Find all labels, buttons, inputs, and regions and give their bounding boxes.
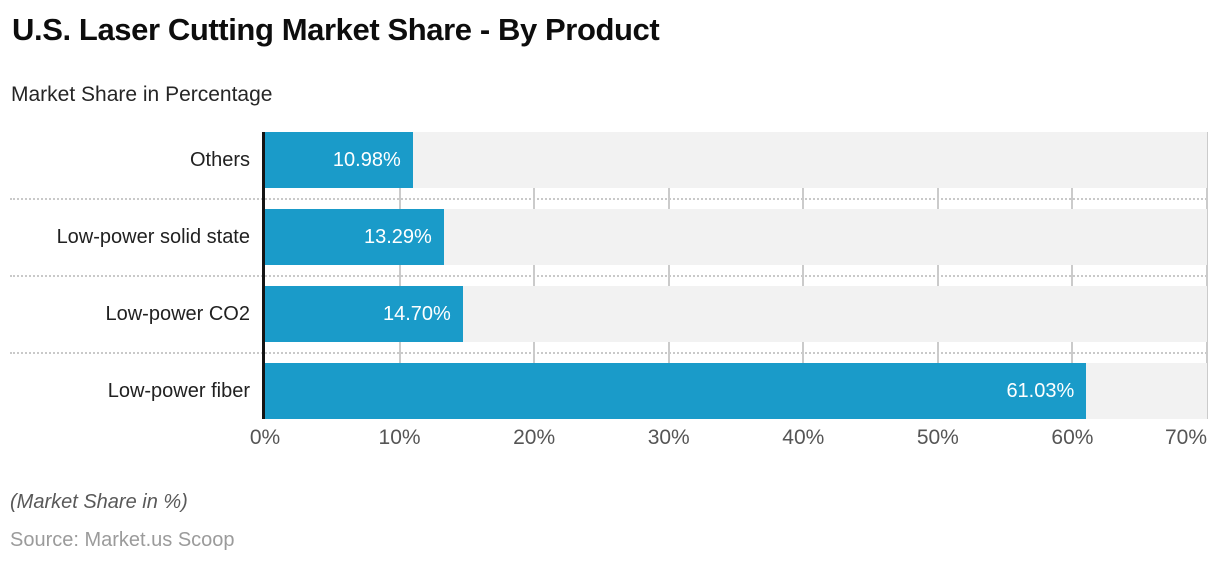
- x-tick-label: 10%: [378, 426, 421, 449]
- gridline: [398, 132, 401, 419]
- category-label: Low-power CO2: [105, 303, 250, 325]
- y-axis-line: [262, 132, 265, 419]
- x-tick-label: 40%: [782, 426, 825, 449]
- gridline: [936, 132, 939, 419]
- x-tick-label: 30%: [647, 426, 690, 449]
- row-band: 61.03%: [265, 363, 1207, 419]
- bar-value-label: 10.98%: [332, 148, 401, 171]
- bar: 61.03%: [265, 363, 1087, 419]
- bar: 14.70%: [265, 286, 463, 342]
- bar-value-label: 14.70%: [382, 302, 451, 325]
- x-tick-label: 70%: [1164, 426, 1207, 449]
- row-band: 10.98%: [265, 132, 1207, 188]
- gridline: [533, 132, 536, 419]
- x-axis-tick-labels: 0% 10% 20% 30% 40% 50% 60% 70%: [250, 426, 1207, 452]
- category-axis-labels: Others Low-power solid state Low-power CO2…: [0, 132, 250, 419]
- bar-value-label: 61.03%: [1006, 379, 1075, 402]
- bar: 13.29%: [265, 209, 444, 265]
- x-tick-label: 50%: [916, 426, 959, 449]
- gridline: [1071, 132, 1074, 419]
- gridline: [802, 132, 805, 419]
- x-tick-label: 0%: [249, 426, 281, 449]
- row-separator: [10, 198, 1207, 200]
- chart-subtitle: Market Share in Percentage: [11, 83, 273, 106]
- category-label: Others: [189, 149, 250, 171]
- row-separator: [10, 275, 1207, 277]
- row-separator: [10, 352, 1207, 354]
- row-band: 14.70%: [265, 286, 1207, 342]
- chart-footnote: (Market Share in %): [10, 491, 188, 513]
- gridline: [667, 132, 670, 419]
- gridline: [1206, 132, 1208, 419]
- x-tick-label: 60%: [1051, 426, 1094, 449]
- chart-source: Source: Market.us Scoop: [10, 529, 235, 551]
- row-band: 13.29%: [265, 209, 1207, 265]
- bar: 10.98%: [265, 132, 413, 188]
- bar-value-label: 13.29%: [364, 225, 432, 248]
- category-label: Low-power solid state: [56, 226, 250, 248]
- x-tick-label: 20%: [513, 426, 556, 449]
- category-label: Low-power fiber: [107, 380, 250, 402]
- plot-area: 10.98% 13.29% 14.70% 61.03%: [262, 132, 1208, 419]
- chart-title: U.S. Laser Cutting Market Share - By Pro…: [12, 12, 660, 47]
